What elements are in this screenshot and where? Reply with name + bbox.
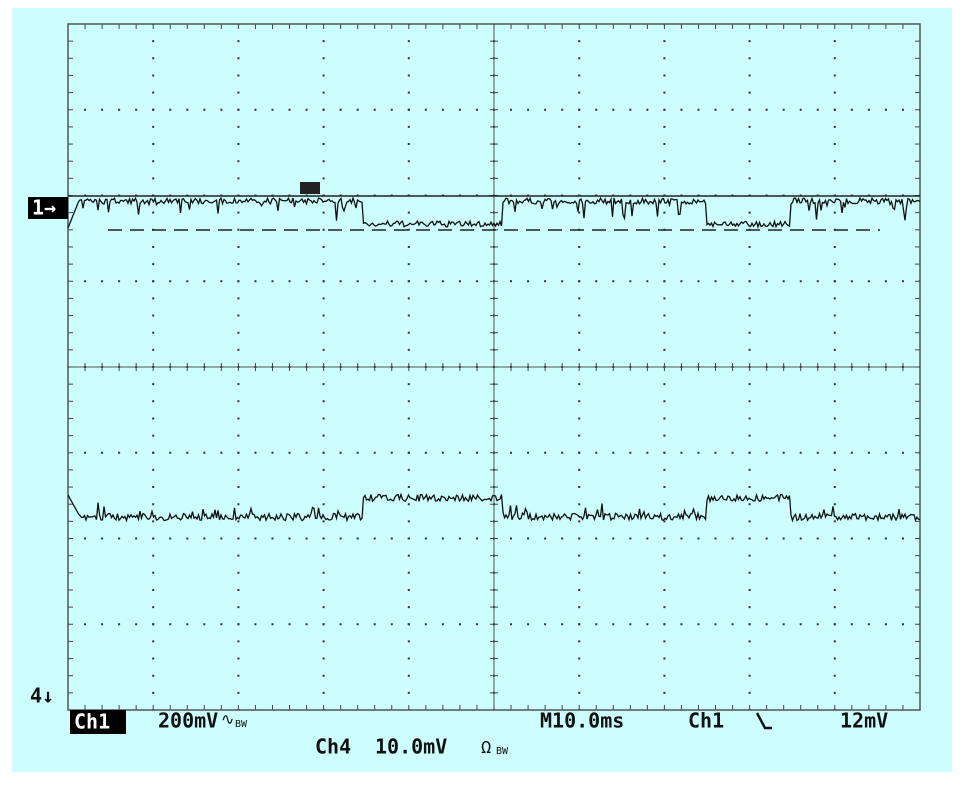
ch1-scale: 200mV xyxy=(158,709,218,733)
screen-background xyxy=(12,8,952,772)
ch4-marker: 4↓ xyxy=(30,684,54,708)
ch4-scale: 10.0mV xyxy=(375,735,447,759)
ch1-marker-box xyxy=(28,197,68,219)
graticule xyxy=(67,23,921,711)
ch1-label: Ch1 xyxy=(74,710,110,734)
trigger-level: 12mV xyxy=(840,709,888,733)
ch1-marker: 1→ xyxy=(32,196,56,220)
traces xyxy=(67,182,921,523)
trigger-source: Ch1 xyxy=(688,709,724,733)
ch4-label: Ch4 xyxy=(315,735,351,759)
timebase: M10.0ms xyxy=(540,709,624,733)
ch1-bw: BW xyxy=(235,719,248,730)
graticule-border xyxy=(67,23,921,711)
trigger-marker xyxy=(300,182,320,194)
ch1-label-box xyxy=(70,710,126,734)
ch1-trace xyxy=(67,196,921,230)
ch1-coupling: ∿ xyxy=(221,710,234,729)
ch4-trace xyxy=(67,492,921,523)
ch4-bw: BW xyxy=(496,746,509,757)
ch4-coupling: Ω xyxy=(481,738,491,758)
trigger-slope-icon xyxy=(755,712,772,730)
